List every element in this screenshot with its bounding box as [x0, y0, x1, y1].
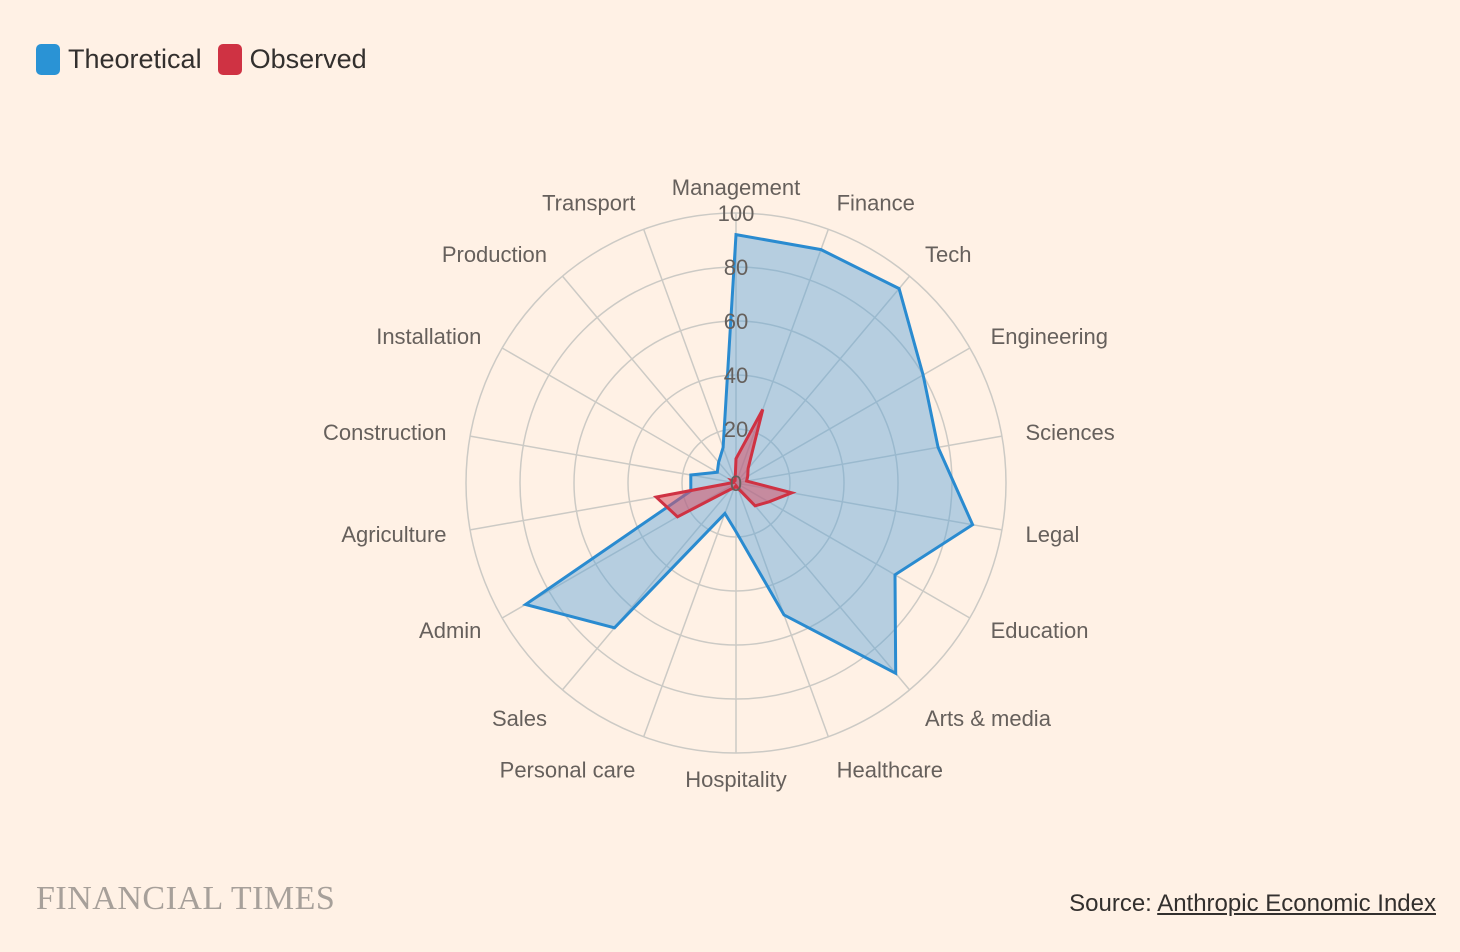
category-label-finance: Finance — [837, 191, 915, 216]
radar-series — [522, 232, 975, 676]
grid-spoke — [561, 275, 737, 484]
category-label-production: Production — [442, 242, 547, 267]
series-area-observed — [652, 408, 797, 519]
tick-label: 100 — [718, 201, 755, 226]
category-label-installation: Installation — [376, 324, 481, 349]
radar-grid — [465, 212, 1007, 754]
category-label-tech: Tech — [925, 242, 971, 267]
source-link[interactable]: Anthropic Economic Index — [1157, 890, 1436, 917]
category-label-admin: Admin — [419, 618, 481, 643]
category-label-hospitality: Hospitality — [685, 767, 786, 792]
category-label-transport: Transport — [542, 191, 635, 216]
category-label-healthcare: Healthcare — [837, 757, 943, 782]
category-label-agriculture: Agriculture — [341, 522, 446, 547]
category-label-legal: Legal — [1026, 522, 1080, 547]
source-credit: Source: Anthropic Economic Index — [1069, 890, 1436, 918]
grid-spoke — [642, 482, 737, 737]
category-label-arts-media: Arts & media — [925, 706, 1052, 731]
legend-label-theoretical: Theoretical — [68, 44, 202, 74]
tick-label: 80 — [724, 255, 748, 280]
category-label-personal-care: Personal care — [500, 757, 636, 782]
financial-times-logo: FINANCIAL TIMES — [36, 880, 336, 917]
legend-swatch-observed — [217, 44, 242, 75]
legend-item-theoretical: Theoretical — [36, 44, 202, 75]
category-label-education: Education — [991, 618, 1089, 643]
grid-spoke — [735, 347, 971, 484]
radial-tick-labels: 0 20 40 60 80 100 — [718, 201, 755, 496]
tick-label: 20 — [724, 417, 748, 442]
grid-spoke — [735, 482, 911, 691]
grid-spoke — [735, 275, 911, 484]
category-label-sciences: Sciences — [1026, 420, 1115, 445]
category-label-engineering: Engineering — [991, 324, 1108, 349]
legend-label-observed: Observed — [249, 44, 367, 74]
grid-spoke — [642, 229, 737, 484]
grid-spoke — [735, 435, 1003, 484]
category-label-management: Management — [672, 175, 800, 200]
grid-spoke — [561, 482, 737, 691]
category-label-sales: Sales — [492, 706, 547, 731]
grid-spoke — [501, 347, 737, 484]
tick-label: 0 — [730, 471, 742, 496]
grid-spoke — [735, 482, 971, 619]
source-prefix: Source: — [1069, 890, 1158, 917]
tick-label: 60 — [724, 309, 748, 334]
legend-swatch-theoretical — [36, 44, 60, 75]
tick-label: 40 — [724, 363, 748, 388]
legend-item-observed: Observed — [217, 44, 367, 75]
category-label-construction: Construction — [323, 420, 447, 445]
category-labels: Management Finance Tech Engineering Sciences… — [323, 175, 1115, 792]
chart-legend: Theoretical Observed — [36, 44, 367, 75]
